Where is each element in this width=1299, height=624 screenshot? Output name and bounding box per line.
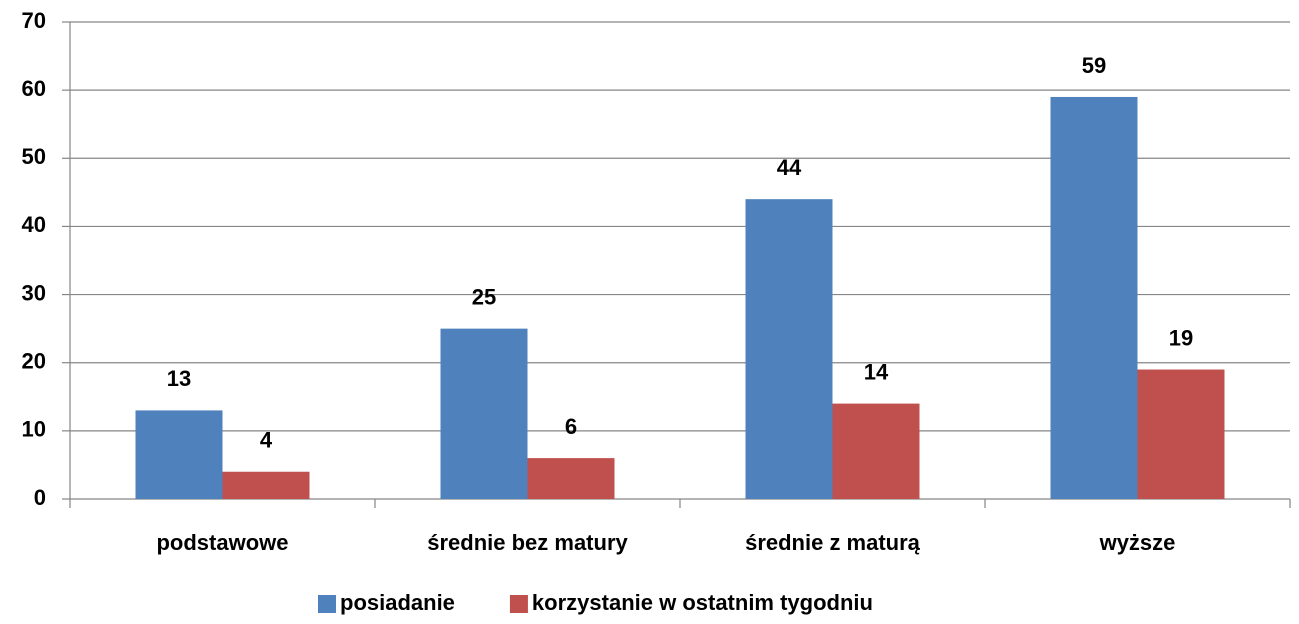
legend-swatch xyxy=(509,595,528,613)
bar xyxy=(1137,369,1225,499)
y-tick-label: 30 xyxy=(22,280,46,305)
y-tick-label: 50 xyxy=(22,144,46,169)
data-label: 14 xyxy=(864,359,889,384)
y-tick-label: 20 xyxy=(22,349,46,374)
y-tick-label: 70 xyxy=(22,8,46,33)
y-tick-label: 0 xyxy=(34,485,46,510)
y-tick-label: 40 xyxy=(22,212,46,237)
bar xyxy=(745,199,833,499)
data-label: 25 xyxy=(472,284,496,309)
legend-label: korzystanie w ostatnim tygodniu xyxy=(532,590,873,615)
data-label: 59 xyxy=(1082,53,1106,78)
bar xyxy=(440,328,528,499)
data-label: 44 xyxy=(777,155,802,180)
bar xyxy=(832,403,920,499)
bar xyxy=(527,458,615,499)
data-label: 13 xyxy=(167,366,191,391)
x-tick-label: średnie z maturą xyxy=(745,530,921,555)
bar xyxy=(1050,96,1138,499)
data-label: 4 xyxy=(260,428,273,453)
x-tick-label: wyższe xyxy=(1099,530,1176,555)
x-tick-label: podstawowe xyxy=(156,530,288,555)
y-tick-label: 60 xyxy=(22,76,46,101)
bar xyxy=(135,410,223,499)
data-label: 6 xyxy=(565,414,577,439)
x-tick-label: średnie bez matury xyxy=(427,530,628,555)
y-tick-label: 10 xyxy=(22,417,46,442)
legend-swatch xyxy=(318,595,336,613)
bar xyxy=(222,471,310,499)
legend-label: posiadanie xyxy=(340,590,455,615)
data-label: 19 xyxy=(1169,325,1193,350)
